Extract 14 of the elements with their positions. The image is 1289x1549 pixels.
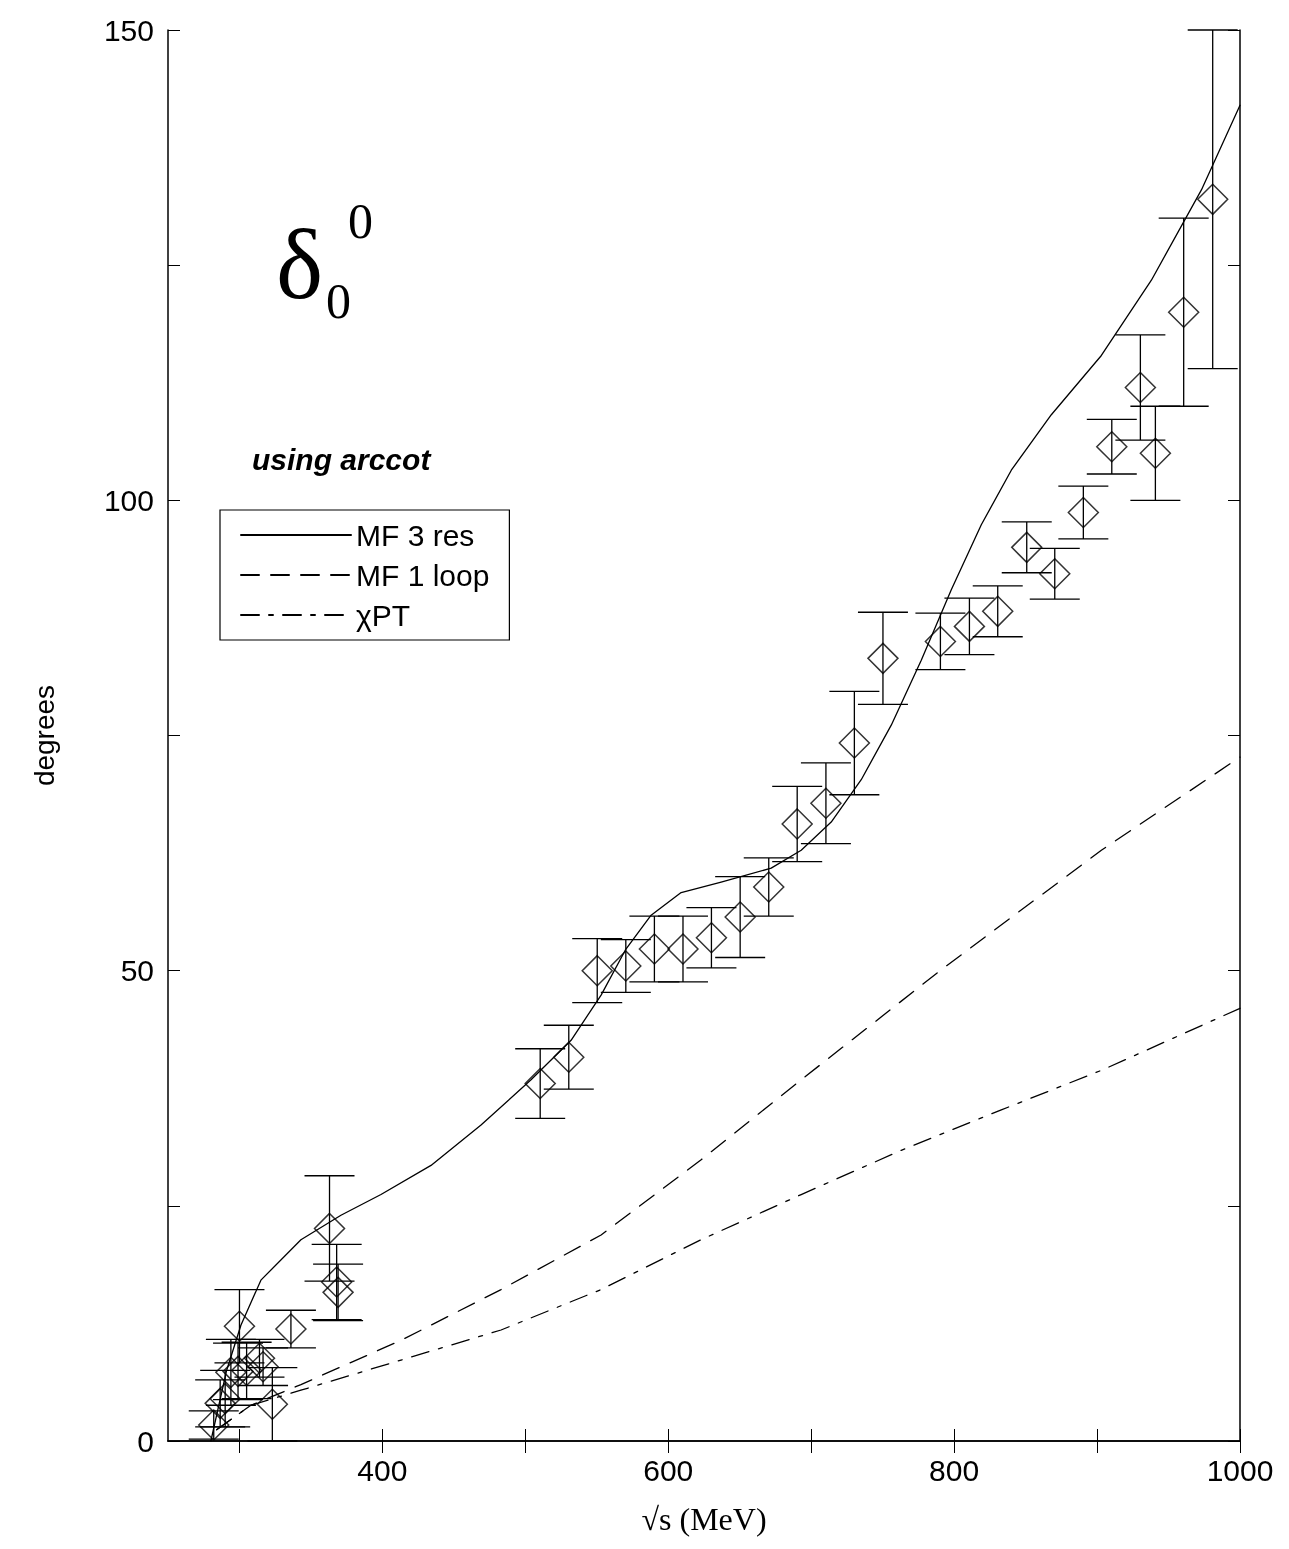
legend-label: MF 3 res [356,518,475,552]
y-tick-label: 150 [103,13,154,47]
x-axis-title: √s (MeV) [641,1501,767,1537]
y-axis-title: degrees [28,684,60,787]
y-tick-label: 50 [120,954,154,988]
x-tick-label: 800 [929,1453,980,1487]
legend-label: χPT [356,598,411,632]
y-tick-label: 0 [137,1424,154,1458]
x-tick-label: 600 [643,1453,694,1487]
y-tick-label: 100 [103,483,154,517]
legend-label: MF 1 loop [356,558,490,592]
x-tick-label: 400 [357,1453,408,1487]
x-tick-label: 1000 [1206,1453,1274,1487]
annotation: using arccot [252,442,433,476]
